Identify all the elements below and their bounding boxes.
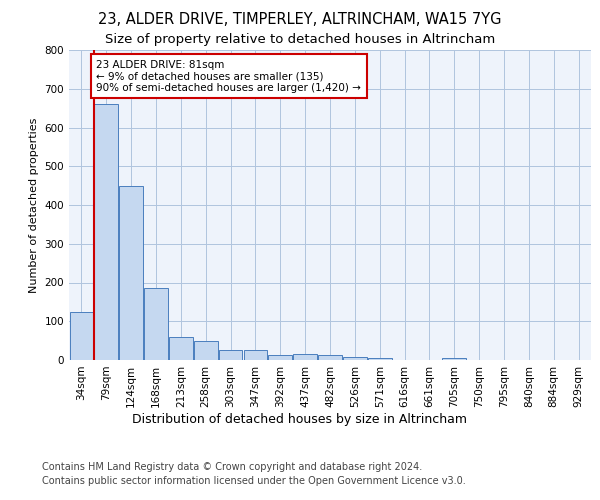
Bar [94, 104, 118, 360]
Bar [169, 337, 193, 360]
Text: Size of property relative to detached houses in Altrincham: Size of property relative to detached ho… [105, 32, 495, 46]
Y-axis label: Number of detached properties: Number of detached properties [29, 118, 39, 292]
Bar [244, 350, 267, 360]
Bar [318, 356, 342, 360]
Text: Contains public sector information licensed under the Open Government Licence v3: Contains public sector information licen… [42, 476, 466, 486]
Bar [144, 288, 168, 360]
Bar [219, 350, 242, 360]
Bar [268, 356, 292, 360]
Bar [70, 312, 93, 360]
Text: Distribution of detached houses by size in Altrincham: Distribution of detached houses by size … [133, 412, 467, 426]
Bar [442, 358, 466, 360]
Text: 23, ALDER DRIVE, TIMPERLEY, ALTRINCHAM, WA15 7YG: 23, ALDER DRIVE, TIMPERLEY, ALTRINCHAM, … [98, 12, 502, 28]
Bar [194, 340, 218, 360]
Bar [343, 357, 367, 360]
Text: 23 ALDER DRIVE: 81sqm
← 9% of detached houses are smaller (135)
90% of semi-deta: 23 ALDER DRIVE: 81sqm ← 9% of detached h… [97, 60, 361, 93]
Bar [293, 354, 317, 360]
Text: Contains HM Land Registry data © Crown copyright and database right 2024.: Contains HM Land Registry data © Crown c… [42, 462, 422, 472]
Bar [119, 186, 143, 360]
Bar [368, 358, 392, 360]
